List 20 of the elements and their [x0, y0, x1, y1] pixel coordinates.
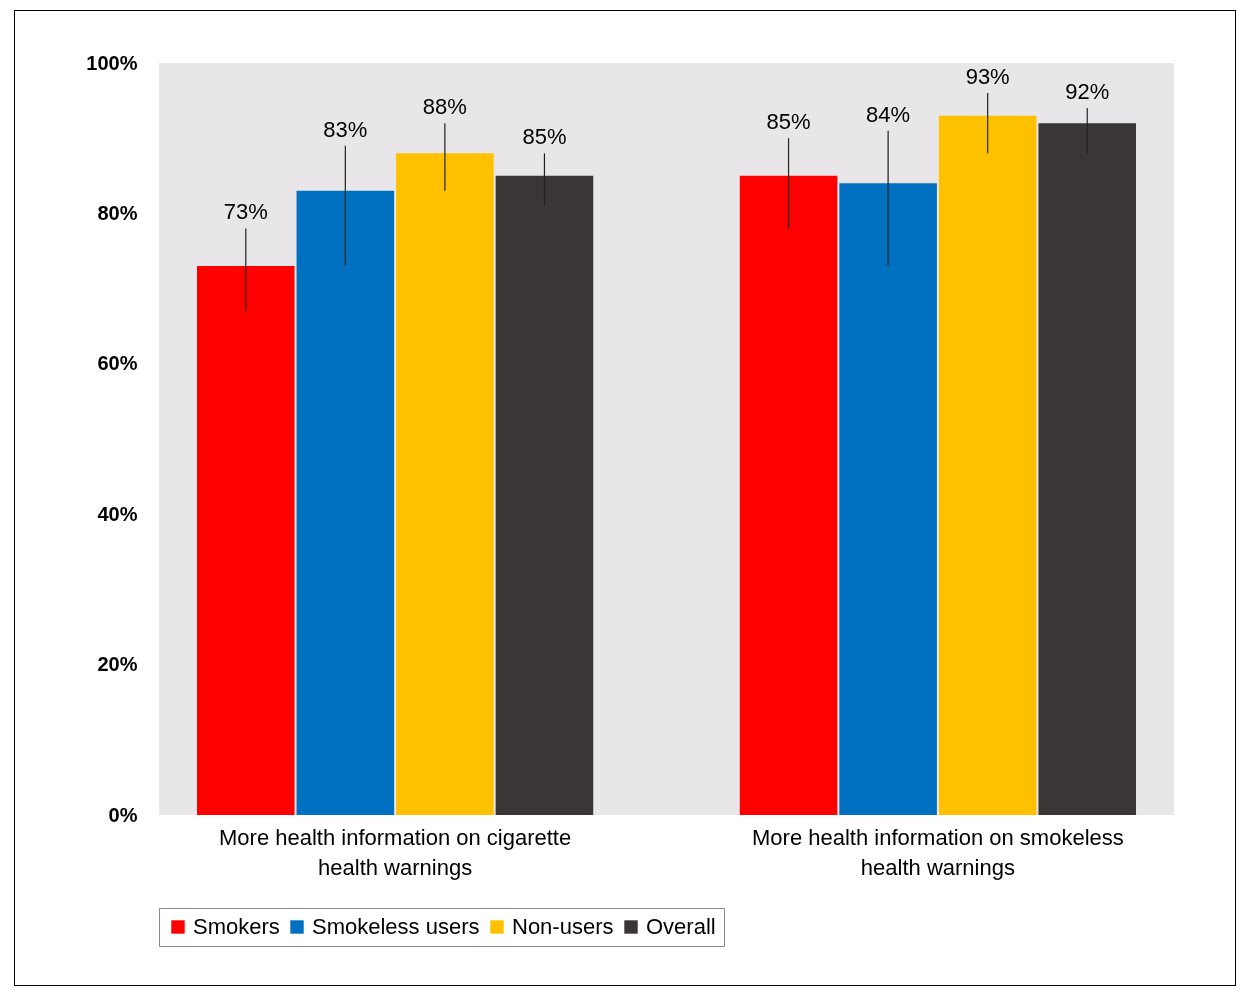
data-label: 85%: [766, 109, 811, 135]
x-tick-label: More health information on cigarette health warnings: [219, 824, 572, 880]
y-tick-label: 40%: [97, 502, 138, 525]
legend-label: Non-users: [512, 914, 614, 939]
legend-label: Smokeless users: [312, 914, 480, 939]
y-tick-label: 0%: [108, 803, 138, 826]
y-tick-label: 80%: [97, 201, 138, 224]
y-tick-label: 60%: [97, 352, 138, 375]
data-label: 88%: [422, 94, 467, 120]
data-label: 84%: [866, 101, 911, 127]
y-tick-label: 20%: [97, 653, 138, 676]
data-label: 73%: [223, 199, 268, 225]
data-label: 93%: [965, 64, 1010, 90]
legend-label: Smokers: [193, 914, 280, 939]
data-label: 85%: [522, 124, 567, 150]
data-label: 83%: [323, 116, 368, 142]
x-tick-label: More health information on smokeless health warnings: [752, 824, 1124, 880]
y-tick-label: 100%: [86, 51, 138, 74]
data-label: 92%: [1065, 79, 1110, 105]
legend-label: Overall: [646, 914, 716, 939]
